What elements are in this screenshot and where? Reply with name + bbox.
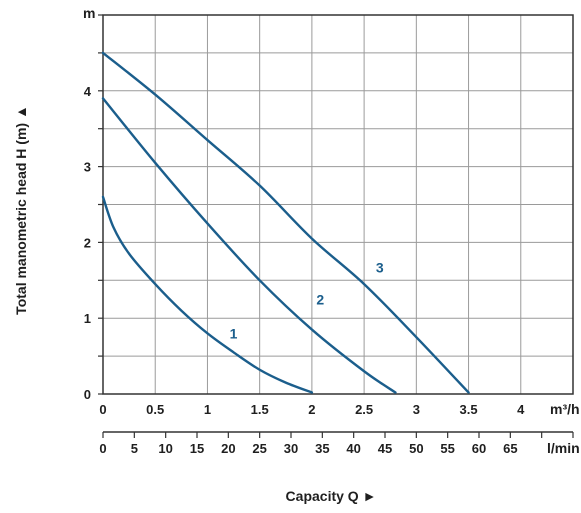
x2-tick-label: 65 xyxy=(503,441,517,456)
x2-tick-label: 30 xyxy=(284,441,298,456)
x-tick-label: 1 xyxy=(204,402,211,417)
y-tick-label: 4 xyxy=(84,84,92,99)
x-tick-label: 3 xyxy=(413,402,420,417)
x-tick-label: 2 xyxy=(308,402,315,417)
y-axis-title: Total manometric head H (m) ▲ xyxy=(13,105,29,315)
x2-tick-label: 60 xyxy=(472,441,486,456)
x2-tick-label: 10 xyxy=(158,441,172,456)
y-unit-label: m xyxy=(83,5,95,21)
x2-tick-label: 5 xyxy=(131,441,138,456)
y-tick-label: 2 xyxy=(84,235,91,250)
x2-tick-label: 20 xyxy=(221,441,235,456)
x2-tick-label: 55 xyxy=(440,441,454,456)
x2-tick-label: 40 xyxy=(346,441,360,456)
curve-label-3: 3 xyxy=(376,260,384,276)
x-tick-label: 0 xyxy=(99,402,106,417)
x-tick-label: 1.5 xyxy=(251,402,269,417)
y-tick-label: 1 xyxy=(84,311,91,326)
curve-label-2: 2 xyxy=(316,292,324,308)
x-tick-label: 4 xyxy=(517,402,525,417)
x-tick-label: 3.5 xyxy=(460,402,478,417)
curves xyxy=(101,51,470,394)
series-line-1 xyxy=(101,195,314,394)
series-line-2 xyxy=(101,97,397,394)
y-tick-label: 3 xyxy=(84,160,91,175)
x-tick-label: 0.5 xyxy=(146,402,164,417)
curve-label-1: 1 xyxy=(230,326,238,342)
y-tick-label: 0 xyxy=(84,387,91,402)
x-axis-title: Capacity Q ► xyxy=(286,488,377,504)
x2-tick-label: 15 xyxy=(190,441,204,456)
x-unit-label: m³/h xyxy=(550,401,580,417)
x2-tick-label: 0 xyxy=(99,441,106,456)
grid xyxy=(98,14,574,438)
x2-tick-label: 35 xyxy=(315,441,329,456)
x2-tick-label: 25 xyxy=(252,441,266,456)
x2-tick-label: 50 xyxy=(409,441,423,456)
x-tick-label: 2.5 xyxy=(355,402,373,417)
series-line-3 xyxy=(101,51,470,394)
x2-unit-label: l/min xyxy=(547,440,580,456)
x2-tick-label: 45 xyxy=(378,441,392,456)
